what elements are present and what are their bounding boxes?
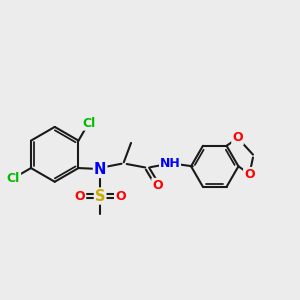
Text: Cl: Cl bbox=[82, 117, 95, 130]
Text: N: N bbox=[94, 162, 106, 177]
Text: O: O bbox=[75, 190, 85, 202]
Text: O: O bbox=[115, 190, 126, 202]
Text: S: S bbox=[95, 188, 105, 203]
Text: O: O bbox=[152, 179, 163, 192]
Text: Cl: Cl bbox=[7, 172, 20, 184]
Text: O: O bbox=[232, 131, 243, 144]
Text: O: O bbox=[244, 168, 255, 181]
Text: NH: NH bbox=[160, 157, 180, 170]
